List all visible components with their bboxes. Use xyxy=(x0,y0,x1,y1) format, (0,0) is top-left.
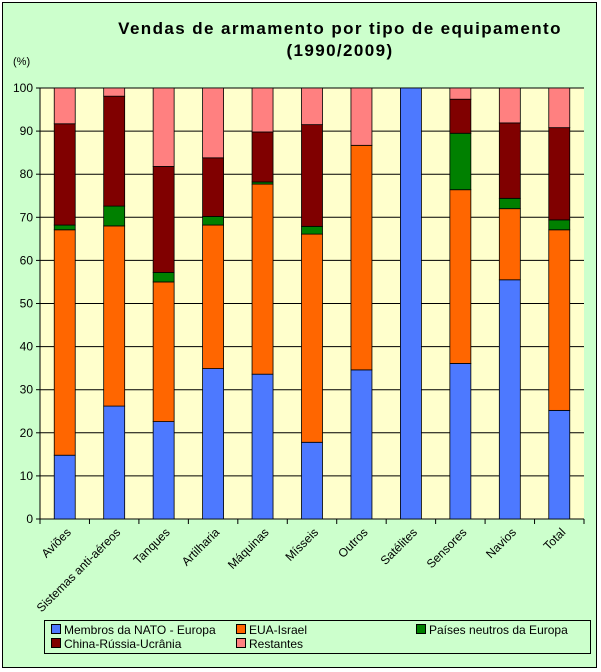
legend-item-china-russia-ucrania: China-Rússia-Ucrânia xyxy=(51,637,181,651)
x-category-label: Artilharia xyxy=(179,525,223,569)
bar-segment xyxy=(103,205,126,227)
bar-segment xyxy=(152,281,175,422)
legend-swatch-china-russia-ucrania xyxy=(51,638,61,648)
legend-item-restantes: Restantes xyxy=(236,637,303,651)
bar-segment xyxy=(548,219,571,231)
bar-segment xyxy=(498,208,521,281)
bar-segment xyxy=(103,405,126,520)
y-tick-label: 80 xyxy=(20,167,34,181)
bar-segment xyxy=(548,127,571,221)
y-tick-label: 60 xyxy=(20,253,34,267)
bar-segment xyxy=(301,225,323,235)
y-tick-label: 50 xyxy=(20,297,34,311)
x-category-label: Satélites xyxy=(378,525,420,567)
bar-segment xyxy=(152,87,175,167)
bar-segment xyxy=(548,229,571,411)
bar-segment xyxy=(202,87,224,159)
bar-segment xyxy=(400,87,422,520)
bar-segment xyxy=(152,272,175,283)
bar-segment xyxy=(103,95,126,207)
bar-segment xyxy=(301,124,323,227)
bar-segment xyxy=(498,279,521,520)
bar-segment xyxy=(202,224,224,369)
bar-segment xyxy=(498,122,521,199)
bar-segment xyxy=(103,225,126,407)
bar-segment xyxy=(53,229,76,456)
legend-swatch-eua-israel xyxy=(236,624,246,634)
y-tick-label: 30 xyxy=(20,383,34,397)
bar-segment xyxy=(301,87,323,126)
bar-segment xyxy=(251,373,274,520)
x-category-label: Total xyxy=(541,525,569,553)
legend-label-china-russia-ucrania: China-Rússia-Ucrânia xyxy=(64,637,182,651)
y-tick-label: 0 xyxy=(26,512,33,526)
bar-segment xyxy=(53,87,76,125)
legend-label-paises-neutros: Países neutros da Europa xyxy=(429,623,568,637)
y-axis-unit-label: (%) xyxy=(13,56,31,68)
bar-segment xyxy=(251,87,274,133)
bar-segment xyxy=(152,166,175,273)
legend-swatch-nato xyxy=(51,624,61,634)
bar-segment xyxy=(152,421,175,520)
chart-subtitle: (1990/2009) xyxy=(286,41,394,60)
y-tick-label: 70 xyxy=(20,210,34,224)
legend-label-eua-israel: EUA-Israel xyxy=(249,623,308,637)
legend-label-nato: Membros da NATO - Europa xyxy=(64,623,216,637)
x-category-label: Sensores xyxy=(424,525,470,571)
legend-swatch-paises-neutros xyxy=(416,624,426,634)
bar-segment xyxy=(449,363,472,520)
bar-segment xyxy=(449,87,472,100)
bar-segment xyxy=(202,157,224,217)
x-category-label: Máquinas xyxy=(225,525,272,572)
y-tick-label: 40 xyxy=(20,340,34,354)
bar-segment xyxy=(350,144,373,371)
legend-swatch-restantes xyxy=(236,638,246,648)
bar-segment xyxy=(251,131,274,183)
x-category-label: Tanques xyxy=(131,525,173,567)
x-category-label: Aviões xyxy=(39,525,74,560)
bar-segment xyxy=(350,369,373,520)
x-category-label: Sistemas anti-aéreos xyxy=(34,525,124,615)
bar-segment xyxy=(301,441,323,520)
y-tick-label: 90 xyxy=(20,124,34,138)
bar-segment xyxy=(498,87,521,124)
legend-item-paises-neutros: Países neutros da Europa xyxy=(416,623,568,637)
x-category-label: Outros xyxy=(335,525,370,560)
bar-segment xyxy=(103,87,126,97)
bar-segment xyxy=(548,409,571,520)
x-category-label: Mísseis xyxy=(282,525,321,564)
bar-segment xyxy=(53,454,76,520)
bar-segment xyxy=(498,197,521,210)
bar-segment xyxy=(251,183,274,375)
legend: Membros da NATO - Europa EUA-Israel País… xyxy=(44,620,591,654)
bar-segment xyxy=(449,132,472,191)
y-tick-label: 20 xyxy=(20,426,34,440)
y-tick-label: 100 xyxy=(13,81,33,95)
bar-segment xyxy=(301,233,323,443)
legend-label-restantes: Restantes xyxy=(249,637,304,651)
legend-item-eua-israel: EUA-Israel xyxy=(236,623,307,637)
y-tick-label: 10 xyxy=(20,469,34,483)
bar-segment xyxy=(53,224,76,231)
bar-segment xyxy=(449,189,472,364)
bar-segment xyxy=(449,98,472,134)
bar-segment xyxy=(350,87,373,146)
bar-segment xyxy=(202,368,224,520)
bar-segment xyxy=(548,87,571,129)
chart-title: Vendas de armamento por tipo de equipame… xyxy=(118,19,562,38)
bar-segment xyxy=(53,123,76,226)
bar-segment xyxy=(202,216,224,226)
legend-item-nato: Membros da NATO - Europa xyxy=(51,623,216,637)
x-category-label: Navios xyxy=(483,525,519,561)
